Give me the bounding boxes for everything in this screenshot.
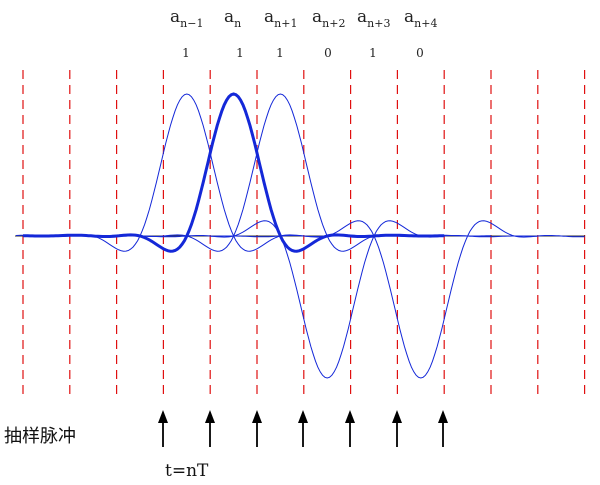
symbol-label: an+1 <box>264 7 297 30</box>
up-arrow-icon <box>392 410 402 447</box>
symbol-boundary-gridlines <box>22 70 586 398</box>
symbol-sequence-header: an−1 1 an 1 an+1 1 an+2 0 an+3 1 an+4 0 <box>170 7 437 60</box>
symbol-bit-value: 1 <box>182 46 190 60</box>
symbol-bit-value: 0 <box>324 46 332 60</box>
symbol-label: an+4 <box>404 7 437 30</box>
symbol-label: an−1 <box>170 7 203 30</box>
symbol-label: an+3 <box>357 7 390 30</box>
pulse-waveforms <box>15 92 585 379</box>
symbol-bit-value: 1 <box>369 46 377 60</box>
up-arrow-icon <box>205 410 215 447</box>
up-arrow-icon <box>158 410 168 447</box>
up-arrow-icon <box>252 410 262 447</box>
symbol-bit-value: 1 <box>276 46 284 60</box>
pulse-curve <box>69 93 491 252</box>
up-arrow-icon <box>298 410 308 447</box>
symbol-bit-value: 1 <box>236 46 244 60</box>
highlighted-pulse-curve <box>23 92 445 253</box>
sampling-pulse-label: 抽样脉冲 <box>4 426 76 447</box>
up-arrow-icon <box>438 410 448 447</box>
symbol-label: an+2 <box>312 7 345 30</box>
sampling-pulse-arrows <box>158 410 448 447</box>
pulse-curve <box>210 220 585 379</box>
pulse-curve <box>116 220 538 379</box>
up-arrow-icon <box>345 410 355 447</box>
symbol-bit-value: 0 <box>416 46 424 60</box>
time-instant-label: t=nT <box>165 461 209 481</box>
symbol-label: an <box>224 7 241 30</box>
